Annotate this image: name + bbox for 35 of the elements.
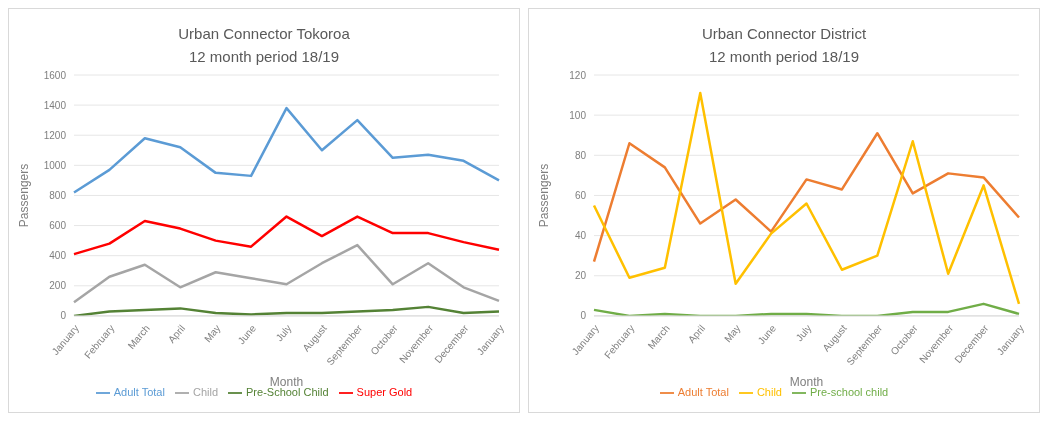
y-tick-label: 0 — [60, 310, 67, 322]
y-axis-title: Passengers — [537, 163, 552, 228]
chart-subtitle: 12 month period 18/19 — [187, 48, 341, 65]
line-series — [72, 243, 501, 304]
y-tick-label: 800 — [49, 190, 67, 201]
y-tick-label: 1200 — [43, 129, 67, 141]
y-tick-label: 20 — [574, 270, 587, 282]
legend-label: Adult Total — [677, 385, 729, 398]
line-series — [592, 91, 1021, 306]
y-tick-label: 600 — [49, 220, 67, 232]
y-tick-label: 400 — [49, 250, 67, 262]
y-tick-label: 80 — [574, 149, 587, 161]
y-tick-label: 1600 — [43, 69, 67, 81]
x-tick-label: July — [273, 322, 294, 344]
chart-title: Urban Connector District — [700, 25, 868, 42]
legend-label: Child — [192, 385, 219, 398]
line-series — [72, 215, 501, 256]
line-series — [72, 106, 501, 194]
legend-label: Adult Total — [113, 385, 165, 398]
y-tick-label: 40 — [574, 230, 587, 242]
y-tick-label: 200 — [49, 280, 67, 292]
y-axis-title: Passengers — [17, 163, 32, 228]
y-tick-label: 60 — [574, 190, 587, 201]
legend-label: Child — [756, 385, 782, 398]
chart-subtitle: 12 month period 18/19 — [707, 48, 861, 65]
y-tick-label: 120 — [569, 69, 587, 81]
y-tick-label: 1000 — [43, 159, 67, 171]
line-series — [72, 305, 501, 316]
y-tick-label: 1400 — [43, 99, 67, 111]
line-series — [592, 131, 1021, 263]
y-tick-label: 0 — [580, 310, 587, 322]
chart-title: Urban Connector Tokoroa — [177, 25, 351, 42]
y-tick-label: 100 — [569, 109, 587, 121]
legend-label: Super Gold — [356, 385, 413, 398]
x-tick-label: July — [793, 322, 814, 344]
